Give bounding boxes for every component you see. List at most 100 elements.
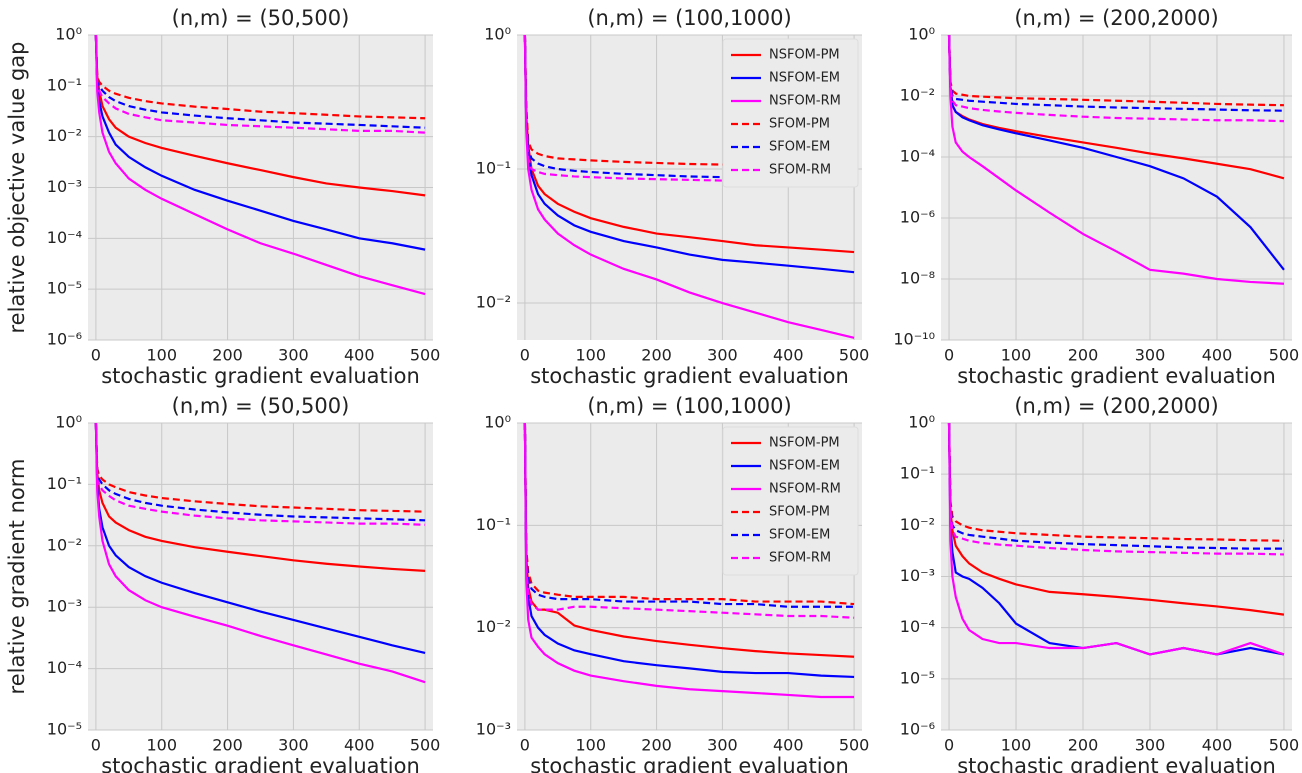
x-axis-label: stochastic gradient evaluation (530, 754, 849, 773)
legend-label: NSFOM-EM (769, 459, 840, 474)
chart-title: (n,m) = (100,1000) (587, 394, 791, 418)
y-tick-label: 10⁻¹ (47, 75, 82, 94)
x-tick-label: 100 (575, 736, 606, 755)
y-tick-label: 10⁻² (47, 126, 82, 145)
x-tick-label: 400 (1202, 736, 1233, 755)
chart-title: (n,m) = (50,500) (172, 6, 350, 30)
x-tick-label: 300 (278, 736, 309, 755)
x-tick-label: 100 (146, 736, 177, 755)
x-tick-label: 0 (520, 346, 530, 365)
series-line (94, 35, 426, 296)
x-tick-label: 400 (773, 736, 804, 755)
legend-label: NSFOM-EM (769, 71, 840, 86)
y-tick-label: 10⁰ (908, 413, 935, 432)
legend-label: SFOM-EM (769, 528, 830, 543)
legend-box (722, 426, 859, 576)
x-axis-label: stochastic gradient evaluation (101, 364, 420, 388)
x-axis-label: stochastic gradient evaluation (101, 754, 420, 773)
y-axis-label: relative gradient norm (5, 459, 29, 695)
x-tick-label: 0 (520, 736, 530, 755)
plot-background (941, 35, 1292, 340)
x-tick-label: 0 (944, 736, 954, 755)
series-line (947, 35, 1285, 285)
legend-label: SFOM-RM (769, 163, 831, 178)
y-tick-label: 10⁻⁴ (900, 147, 935, 166)
series-line (523, 423, 855, 606)
x-tick-label: 100 (1001, 346, 1032, 365)
series-line (94, 35, 426, 120)
y-tick-label: 10⁻³ (47, 597, 82, 616)
series-line (947, 35, 1285, 271)
x-tick-label: 500 (1269, 736, 1300, 755)
legend-label: SFOM-PM (769, 505, 830, 520)
legend-label: SFOM-RM (769, 551, 831, 566)
x-tick-label: 100 (146, 346, 177, 365)
y-tick-label: 10⁰ (55, 413, 82, 432)
x-tick-label: 100 (575, 346, 606, 365)
series-line (94, 35, 426, 197)
x-tick-label: 200 (212, 736, 243, 755)
x-axis-label: stochastic gradient evaluation (957, 754, 1276, 773)
x-tick-label: 200 (212, 346, 243, 365)
series-line (523, 423, 855, 699)
y-tick-label: 10⁻² (47, 535, 82, 554)
x-tick-label: 0 (91, 346, 101, 365)
y-tick-label: 10⁻¹ (900, 464, 935, 483)
y-tick-label: 10⁻² (476, 293, 511, 312)
series-line (523, 423, 855, 619)
x-tick-label: 300 (707, 346, 738, 365)
y-tick-label: 10⁻² (900, 515, 935, 534)
x-tick-label: 0 (91, 736, 101, 755)
x-axis-label: stochastic gradient evaluation (530, 364, 849, 388)
y-tick-label: 10⁻⁵ (900, 668, 935, 687)
chart-title: (n,m) = (100,1000) (587, 6, 791, 30)
chart-title: (n,m) = (50,500) (172, 394, 350, 418)
y-tick-label: 10⁻² (900, 86, 935, 105)
y-tick-label: 10⁻⁶ (900, 208, 935, 227)
x-tick-label: 200 (641, 346, 672, 365)
series-line (94, 423, 426, 522)
y-tick-label: 10⁻¹⁰ (893, 330, 935, 349)
y-axis-label: relative objective value gap (5, 41, 29, 333)
y-tick-label: 10⁻³ (900, 566, 935, 585)
series-line (523, 423, 855, 658)
legend-label: NSFOM-RM (769, 94, 841, 109)
y-tick-label: 10⁰ (55, 25, 82, 44)
x-tick-label: 300 (278, 346, 309, 365)
y-tick-label: 10⁰ (484, 413, 511, 432)
x-tick-label: 0 (944, 346, 954, 365)
y-tick-label: 10⁻³ (47, 177, 82, 196)
y-tick-label: 10⁻⁴ (47, 228, 82, 247)
series-line (94, 35, 426, 134)
x-tick-label: 200 (1068, 736, 1099, 755)
legend-label: NSFOM-PM (769, 436, 840, 451)
x-tick-label: 300 (1135, 736, 1166, 755)
series-line (947, 423, 1285, 616)
series-line (523, 35, 855, 339)
series-line (947, 35, 1284, 112)
y-tick-label: 10⁰ (484, 25, 511, 44)
y-tick-label: 10⁻⁵ (47, 720, 82, 739)
legend-label: NSFOM-RM (769, 482, 841, 497)
y-tick-label: 10⁻¹ (476, 515, 511, 534)
series-line (94, 423, 426, 526)
x-tick-label: 400 (344, 736, 375, 755)
series-line (947, 35, 1284, 123)
plot-background (88, 423, 433, 730)
x-tick-label: 100 (1001, 736, 1032, 755)
legend-label: SFOM-PM (769, 117, 830, 132)
x-tick-label: 200 (641, 736, 672, 755)
x-tick-label: 500 (839, 346, 870, 365)
x-tick-label: 500 (410, 346, 441, 365)
x-tick-label: 500 (410, 736, 441, 755)
series-line (94, 423, 426, 513)
legend-label: SFOM-EM (769, 140, 830, 155)
y-tick-label: 10⁻¹ (476, 159, 511, 178)
series-line (947, 423, 1284, 556)
x-tick-label: 200 (1068, 346, 1099, 365)
series-line (94, 35, 426, 129)
x-tick-label: 400 (344, 346, 375, 365)
series-line (523, 423, 855, 679)
x-tick-label: 300 (707, 736, 738, 755)
